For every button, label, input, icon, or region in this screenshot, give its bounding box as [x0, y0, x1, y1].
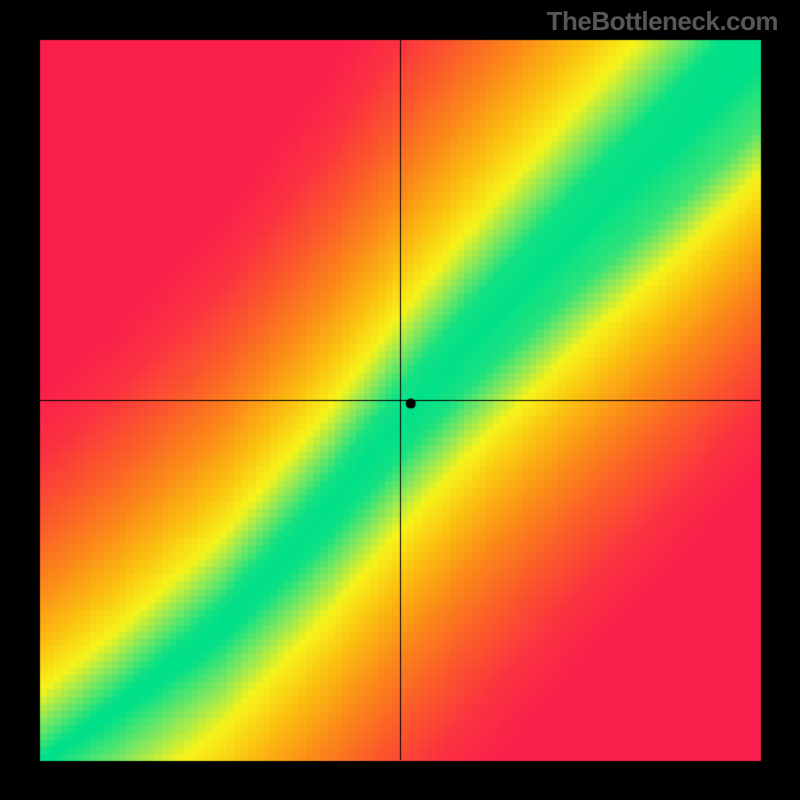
overlay-canvas [0, 0, 800, 800]
chart-container: TheBottleneck.com [0, 0, 800, 800]
watermark-text: TheBottleneck.com [547, 6, 778, 37]
